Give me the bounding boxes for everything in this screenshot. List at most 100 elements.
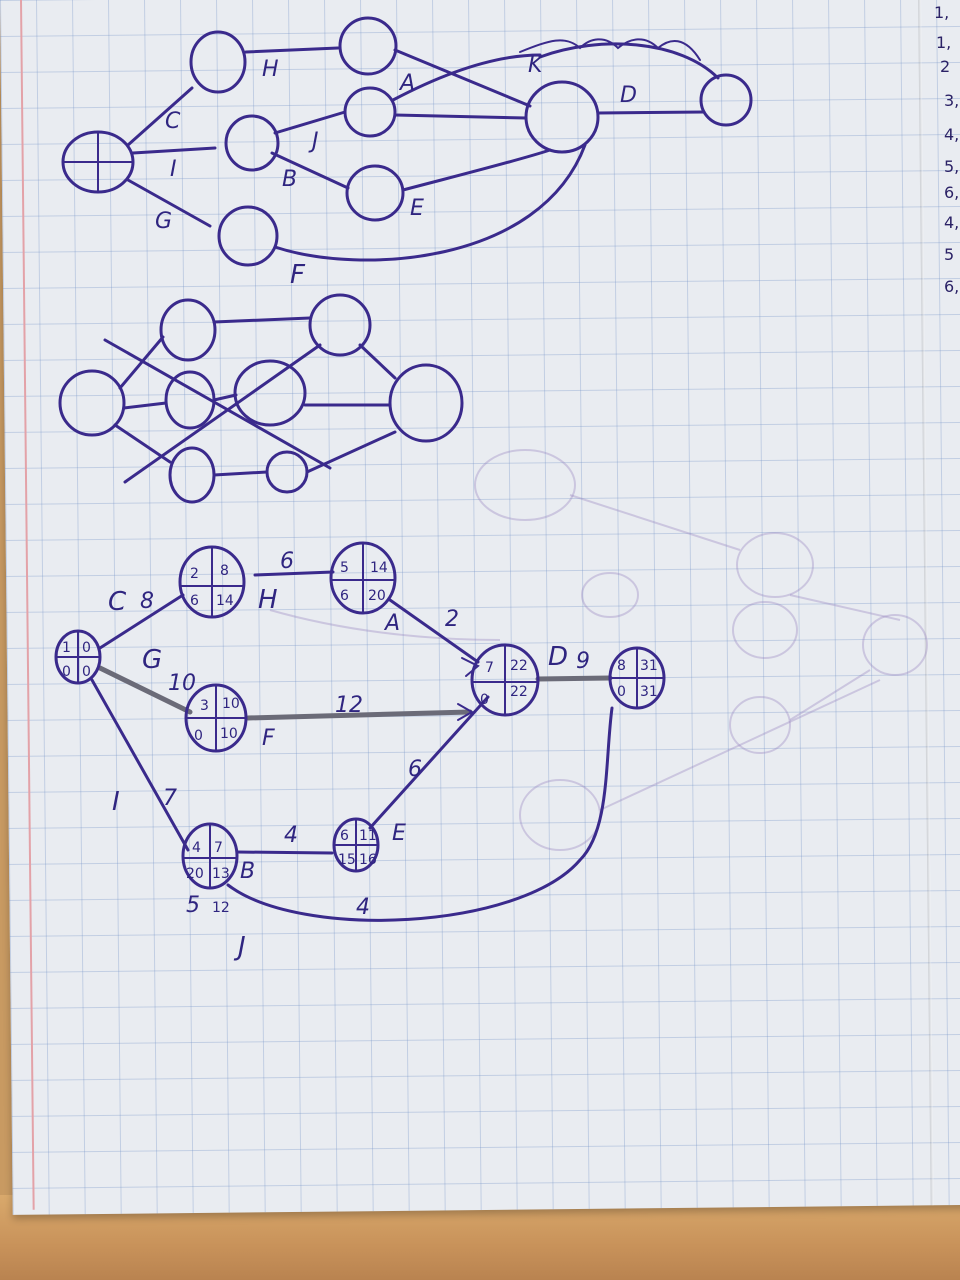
top-node: [224, 114, 280, 172]
node-start: 1 0 0 0: [54, 629, 102, 685]
svg-text:14: 14: [370, 560, 388, 576]
svg-text:3: 3: [200, 698, 209, 714]
bottom-network: 1 0 0 0 2 8 6 14 5 14 6 20 3 10 0 10: [54, 541, 666, 962]
value-g: 10: [168, 671, 196, 696]
top-node: [338, 16, 398, 76]
label-b: B: [240, 859, 255, 884]
svg-text:10: 10: [222, 696, 240, 712]
top-node-end: [699, 73, 753, 127]
top-label-f: F: [290, 260, 306, 290]
svg-text:5: 5: [340, 560, 349, 576]
svg-text:1,: 1,: [934, 3, 949, 22]
value-j: 4: [356, 895, 370, 920]
svg-text:7: 7: [214, 840, 223, 856]
node-7: 7 22 0 22: [470, 643, 540, 717]
node-2: 2 8 6 14: [178, 545, 246, 619]
edge-b: [235, 850, 334, 855]
top-node: [217, 205, 279, 267]
middle-network: [58, 293, 464, 504]
svg-text:20: 20: [186, 866, 204, 882]
value-a: 2: [445, 607, 459, 632]
edge-c: [98, 593, 185, 650]
svg-text:8: 8: [617, 658, 626, 674]
edge-j: [226, 706, 614, 922]
svg-text:0: 0: [62, 664, 71, 680]
value-f: 12: [335, 693, 363, 718]
label-h: H: [258, 585, 278, 615]
svg-text:0: 0: [82, 664, 91, 680]
svg-text:6: 6: [340, 588, 349, 604]
edge-e: [368, 695, 490, 830]
top-node: [345, 164, 405, 222]
svg-text:6,: 6,: [944, 277, 959, 296]
svg-text:6: 6: [340, 828, 349, 844]
value-b: 4: [284, 823, 298, 848]
edge-h: [253, 570, 335, 577]
label-a: A: [383, 611, 400, 636]
top-node: [524, 80, 600, 154]
svg-text:3,: 3,: [944, 91, 959, 110]
top-node: [189, 30, 247, 94]
svg-text:31: 31: [640, 684, 658, 700]
svg-text:10: 10: [220, 726, 238, 742]
svg-text:13: 13: [212, 866, 230, 882]
top-label-b: B: [282, 167, 297, 192]
value-h: 6: [280, 549, 294, 574]
svg-text:0: 0: [194, 728, 203, 744]
svg-text:7: 7: [485, 660, 494, 676]
svg-text:6,: 6,: [944, 183, 959, 202]
top-label-h: H: [262, 57, 279, 82]
edge-f: [245, 709, 473, 721]
svg-text:14: 14: [216, 593, 234, 609]
value-i: 7: [163, 786, 177, 811]
value-c: 8: [140, 589, 154, 614]
svg-text:0: 0: [82, 640, 91, 656]
svg-text:22: 22: [510, 684, 528, 700]
svg-text:1,: 1,: [936, 33, 951, 52]
top-label-k: K: [528, 53, 544, 78]
top-label-e: E: [410, 196, 424, 221]
node-5: 5 14 6 20: [329, 541, 397, 615]
top-label-c: C: [165, 109, 181, 134]
value-e: 6: [408, 757, 422, 782]
node-8: 8 31 0 31: [608, 646, 666, 710]
node-6: 6 11 15 16: [332, 817, 380, 873]
svg-text:2: 2: [940, 57, 950, 76]
label-g: G: [142, 645, 162, 675]
svg-text:6: 6: [190, 593, 199, 609]
svg-text:4,: 4,: [944, 125, 959, 144]
label-f: F: [262, 726, 275, 751]
node-3: 3 10 0 10: [184, 683, 248, 753]
svg-text:4: 4: [192, 840, 201, 856]
edge-i: [90, 678, 190, 852]
top-label-g: G: [155, 209, 172, 234]
edge-d: [535, 675, 613, 682]
top-label-j: J: [308, 129, 319, 154]
label-j: J: [233, 932, 246, 962]
svg-text:1: 1: [62, 640, 71, 656]
svg-text:22: 22: [510, 658, 528, 674]
svg-text:16: 16: [359, 852, 377, 868]
top-network: C I G H A J B E F K D: [61, 16, 753, 290]
svg-text:20: 20: [368, 588, 386, 604]
node-4: 4 7 20 13: [181, 822, 239, 890]
top-label-i: I: [170, 157, 177, 182]
svg-text:0: 0: [480, 692, 489, 708]
extra-value-5: 5: [186, 893, 200, 918]
svg-text:8: 8: [220, 563, 229, 579]
label-c: C: [108, 587, 127, 617]
svg-text:2: 2: [190, 566, 199, 582]
top-node: [343, 86, 397, 138]
svg-text:4,: 4,: [944, 213, 959, 232]
svg-text:0: 0: [617, 684, 626, 700]
edge-g: [97, 665, 193, 715]
svg-text:5: 5: [944, 245, 954, 264]
svg-text:5,: 5,: [944, 157, 959, 176]
svg-text:11: 11: [359, 828, 377, 844]
edge-a: [388, 598, 480, 664]
svg-text:31: 31: [640, 658, 658, 674]
margin-numbers: 1, 1, 2 3, 4, 5, 6, 4, 5 6,: [934, 3, 959, 296]
ghost-drawing: [269, 449, 928, 851]
extra-value-12: 12: [212, 900, 230, 916]
